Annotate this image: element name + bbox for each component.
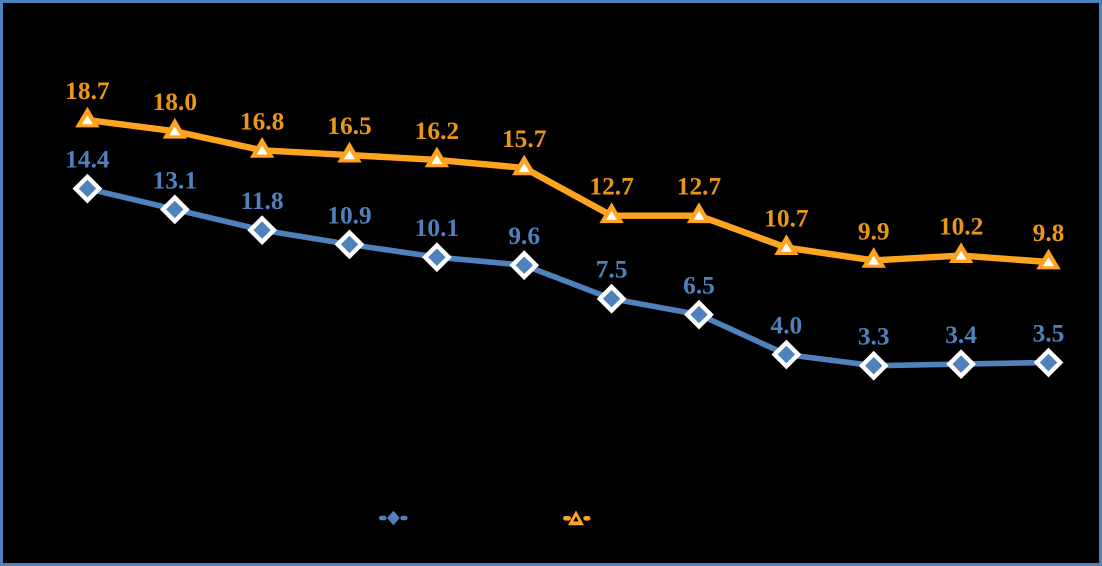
svg-text:9.9: 9.9 [858, 217, 890, 245]
svg-text:18.7: 18.7 [65, 77, 110, 105]
svg-text:7.5: 7.5 [596, 256, 628, 284]
svg-text:12.7: 12.7 [589, 173, 634, 201]
svg-text:10.1: 10.1 [415, 214, 459, 242]
svg-text:18.0: 18.0 [153, 88, 197, 116]
svg-text:14.4: 14.4 [65, 146, 110, 174]
svg-text:16.2: 16.2 [415, 117, 459, 145]
svg-text:11.8: 11.8 [241, 187, 284, 215]
svg-text:16.5: 16.5 [327, 112, 371, 140]
svg-text:6.5: 6.5 [683, 272, 715, 300]
svg-text:9.8: 9.8 [1033, 219, 1065, 247]
svg-text:13.1: 13.1 [153, 166, 197, 194]
svg-text:10.9: 10.9 [327, 201, 371, 229]
svg-text:4.0: 4.0 [771, 312, 803, 340]
svg-text:15.7: 15.7 [502, 125, 547, 153]
svg-text:3.4: 3.4 [945, 321, 977, 349]
svg-text:12.7: 12.7 [677, 173, 722, 201]
svg-text:10.7: 10.7 [764, 205, 809, 233]
svg-text:10.2: 10.2 [939, 213, 983, 241]
svg-text:16.8: 16.8 [240, 107, 284, 135]
svg-text:3.5: 3.5 [1033, 320, 1065, 348]
svg-text:9.6: 9.6 [508, 222, 540, 250]
svg-text:3.3: 3.3 [858, 323, 890, 351]
